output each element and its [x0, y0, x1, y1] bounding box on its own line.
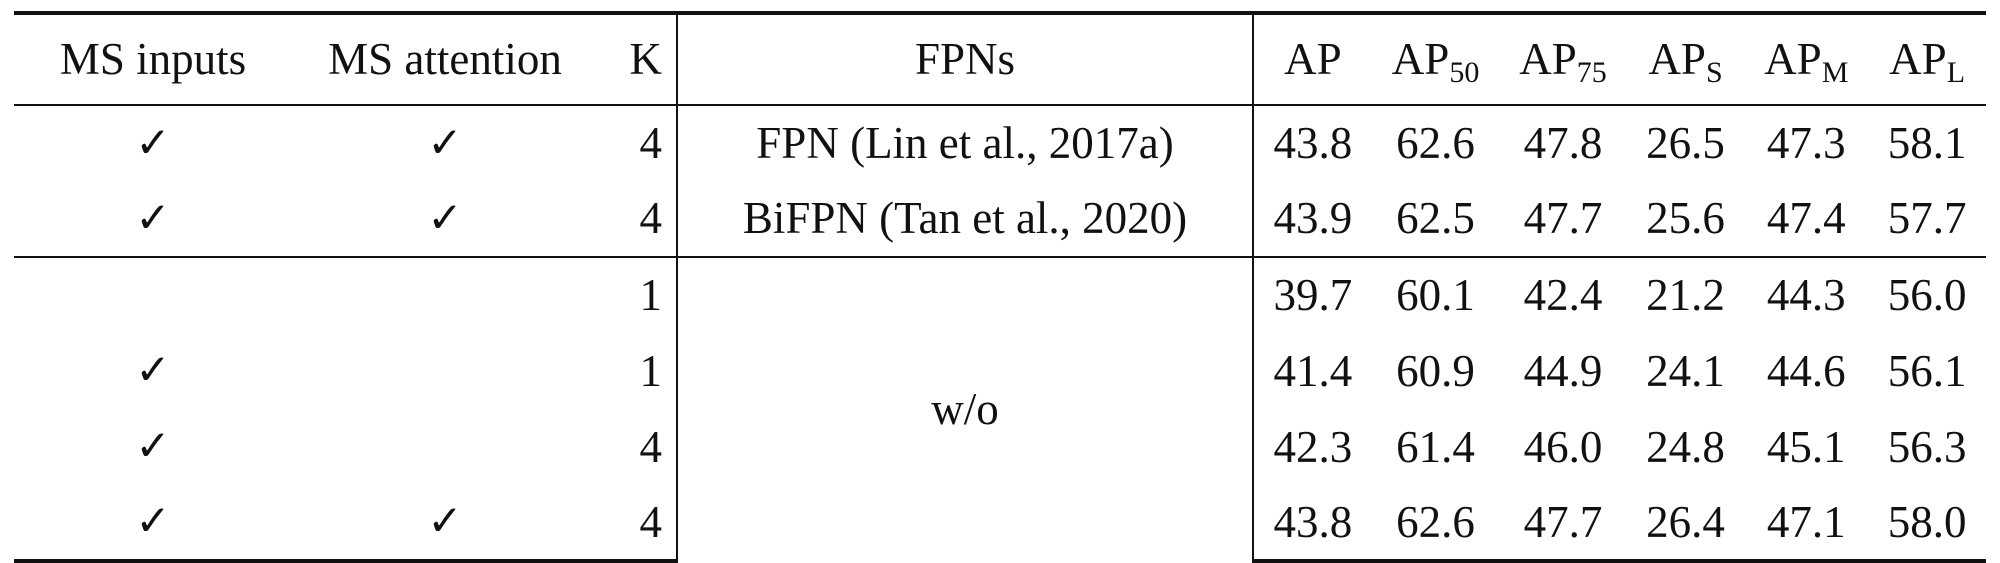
ap75-cell: 47.7: [1523, 193, 1603, 243]
k-cell: 1: [598, 333, 678, 409]
ap50-cell: 60.9: [1396, 345, 1475, 396]
header-ap: AP: [1253, 11, 1372, 106]
aps-cell: 24.8: [1646, 421, 1725, 472]
ms-inputs-cell: ✓: [135, 120, 171, 167]
aps-cell: 26.5: [1646, 118, 1725, 168]
ms-inputs-cell: ✓: [135, 348, 171, 394]
ap75-cell: 47.8: [1523, 118, 1603, 168]
ap-cell: 39.7: [1253, 256, 1372, 333]
header-ms-attention: MS attention: [292, 11, 598, 106]
ap50-cell: 61.4: [1396, 421, 1475, 472]
header-aps-sub: S: [1705, 56, 1723, 89]
aps-cell: 25.6: [1646, 193, 1725, 243]
header-aps: APS: [1626, 11, 1745, 106]
ap-cell: 41.4: [1273, 345, 1353, 396]
header-apl-sub: L: [1946, 56, 1966, 89]
apm-cell: 44.3: [1744, 256, 1869, 333]
ms-inputs-cell: [14, 256, 292, 333]
ms-attention-cell: [292, 256, 598, 333]
k-cell: 4: [598, 105, 678, 181]
aps-cell: 24.1: [1646, 345, 1725, 396]
ms-attention-cell: ✓: [292, 485, 598, 563]
apl-cell: 58.0: [1868, 485, 1986, 563]
apm-cell: 47.1: [1744, 485, 1869, 563]
apl-cell: 56.0: [1868, 256, 1986, 333]
k-cell: 4: [598, 181, 678, 257]
ap50-cell: 62.6: [1371, 485, 1500, 563]
ms-attention-cell: ✓: [427, 195, 463, 242]
ap-cell: 43.8: [1253, 485, 1372, 563]
ap50-cell: 62.5: [1396, 193, 1475, 243]
apm-cell: 47.3: [1766, 118, 1846, 168]
ms-attention-cell: ✓: [427, 120, 463, 167]
ap75-cell: 46.0: [1523, 421, 1603, 472]
fpn-cell-merged: w/o: [677, 256, 1254, 561]
apl-cell: 56.3: [1887, 421, 1967, 472]
table-row: ✓ 4 42.3 61.4 46.0 24.8 45.1 56.3: [14, 409, 1986, 485]
table-row: 1 w/o 39.7 60.1 42.4 21.2 44.3 56.0: [14, 256, 1986, 561]
header-fpns: FPNs: [677, 11, 1254, 106]
aps-cell: 21.2: [1626, 256, 1745, 333]
table-body: ✓ ✓ 4 FPN (Lin et al., 2017a) 43.8 62.6 …: [14, 105, 1986, 563]
header-ap50: AP50: [1371, 11, 1500, 106]
apl-cell: 57.7: [1887, 193, 1967, 243]
header-aps-base: AP: [1648, 34, 1706, 84]
ap50-cell: 62.6: [1396, 118, 1475, 168]
header-row: MS inputs MS attention K FPNs AP AP50 AP…: [14, 11, 1986, 106]
header-ap75-sub: 75: [1576, 56, 1607, 89]
ap50-cell: 60.1: [1371, 256, 1500, 333]
table-header: MS inputs MS attention K FPNs AP AP50 AP…: [14, 11, 1986, 106]
ms-attention-cell: [292, 409, 598, 485]
apm-cell: 44.6: [1766, 345, 1846, 396]
fpn-cell: FPN (Lin et al., 2017a): [677, 105, 1254, 181]
aps-cell: 26.4: [1626, 485, 1745, 563]
header-ap50-sub: 50: [1449, 56, 1480, 89]
header-apm-base: AP: [1764, 34, 1822, 84]
header-apl-base: AP: [1889, 34, 1947, 84]
header-apm-sub: M: [1821, 56, 1849, 89]
ap-cell: 43.9: [1273, 193, 1353, 243]
header-ms-inputs: MS inputs: [14, 11, 292, 106]
apm-cell: 45.1: [1766, 421, 1846, 472]
fpn-cell: BiFPN (Tan et al., 2020): [677, 181, 1254, 257]
header-ap75-base: AP: [1519, 34, 1577, 84]
table-row: ✓ 1 41.4 60.9 44.9 24.1 44.6 56.1: [14, 333, 1986, 409]
k-cell: 4: [598, 485, 678, 563]
ms-inputs-cell: ✓: [14, 485, 292, 563]
ap75-cell: 42.4: [1499, 256, 1627, 333]
header-apl: APL: [1868, 11, 1986, 106]
table-row: ✓ ✓ 4 BiFPN (Tan et al., 2020) 43.9 62.5…: [14, 181, 1986, 257]
ap-cell: 42.3: [1273, 421, 1353, 472]
header-k: K: [598, 11, 678, 106]
header-apm: APM: [1744, 11, 1869, 106]
apm-cell: 47.4: [1766, 193, 1846, 243]
apl-cell: 56.1: [1887, 345, 1967, 396]
ms-inputs-cell: ✓: [135, 424, 171, 470]
header-ap75: AP75: [1499, 11, 1627, 106]
header-ap50-base: AP: [1391, 34, 1450, 84]
k-cell: 1: [598, 256, 678, 333]
k-cell: 4: [598, 409, 678, 485]
ms-attention-cell: [292, 333, 598, 409]
ms-inputs-cell: ✓: [135, 195, 171, 242]
ap-cell: 43.8: [1273, 118, 1353, 168]
table-row: ✓ ✓ 4 FPN (Lin et al., 2017a) 43.8 62.6 …: [14, 105, 1986, 181]
ap75-cell: 47.7: [1499, 485, 1627, 563]
results-table: MS inputs MS attention K FPNs AP AP50 AP…: [14, 11, 1986, 563]
ap75-cell: 44.9: [1523, 345, 1603, 396]
apl-cell: 58.1: [1887, 118, 1967, 168]
